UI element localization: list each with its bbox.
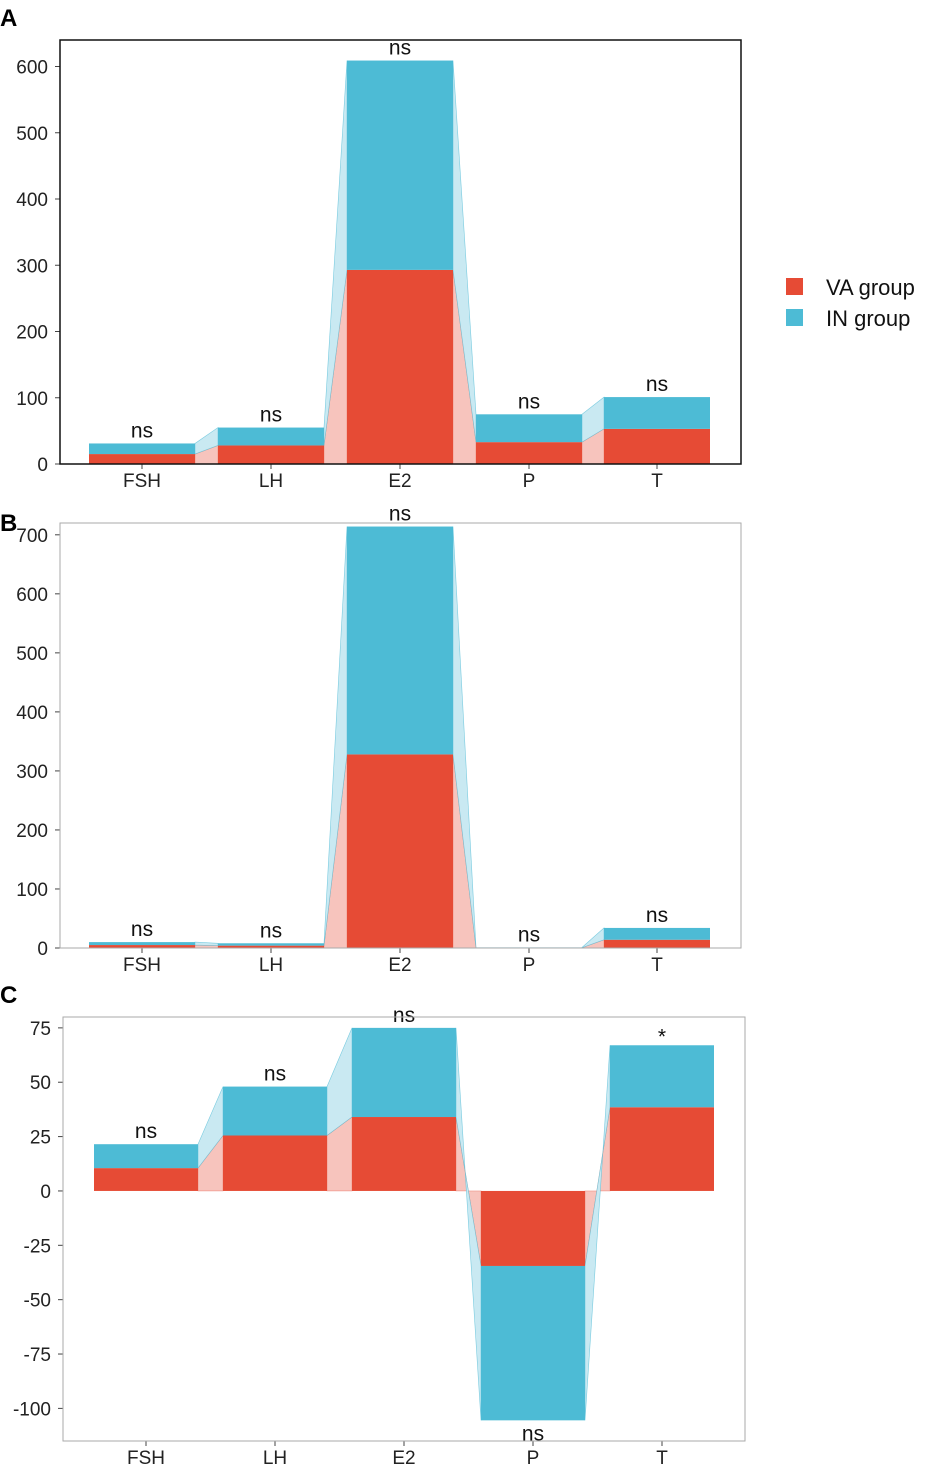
x-tick-label: E2 <box>388 471 411 492</box>
panel-b: Bns FSH ns LH ns E2 ns Pns T 0 100 200 300 400 500 600 7… <box>0 503 742 976</box>
y-tick-label: 50 <box>30 1073 51 1094</box>
y-tick-label: -75 <box>24 1345 51 1366</box>
plot-frame <box>62 1016 746 1442</box>
y-tick-label: -50 <box>24 1291 51 1312</box>
y-tick-label: 600 <box>16 58 48 79</box>
y-tick-label: 400 <box>16 703 48 724</box>
bar-in-p <box>481 1265 585 1421</box>
y-tick-label: 75 <box>30 1019 51 1040</box>
bar-va-fsh <box>89 454 195 464</box>
legend: VA group IN group <box>786 275 915 331</box>
bar-in-e2 <box>347 60 453 270</box>
significance-label: ns <box>393 1004 415 1027</box>
y-tick-label: 100 <box>16 389 48 410</box>
y-tick-label: 300 <box>16 256 48 277</box>
bar-va-lh <box>218 445 324 464</box>
panel-letter: A <box>0 5 17 32</box>
significance-label: ns <box>131 918 153 941</box>
bar-in-e2 <box>347 526 453 755</box>
bar-in-p <box>476 414 582 443</box>
bar-in-fsh <box>89 942 195 946</box>
x-tick-label: T <box>651 471 663 492</box>
bar-in-t <box>604 927 710 940</box>
bar-in-fsh <box>89 443 195 455</box>
bar-in-t <box>610 1045 714 1108</box>
y-tick-label: 200 <box>16 323 48 344</box>
significance-label: ns <box>260 404 282 427</box>
x-tick-label: P <box>527 1448 540 1464</box>
bar-in-e2 <box>352 1027 456 1118</box>
y-tick-label: 100 <box>16 880 48 901</box>
legend-swatch-va <box>786 278 803 295</box>
in-link <box>326 1027 353 1137</box>
significance-label: ns <box>260 919 282 942</box>
bar-in-fsh <box>94 1144 198 1169</box>
significance-label: ns <box>522 1422 544 1445</box>
x-tick-label: T <box>651 955 663 976</box>
legend-label-in: IN group <box>826 306 910 331</box>
significance-label: ns <box>518 923 540 946</box>
significance-label: * <box>658 1025 666 1048</box>
bar-va-fsh <box>94 1168 198 1191</box>
bar-in-lh <box>223 1086 327 1136</box>
panel-letter: B <box>0 510 17 537</box>
plot-frame <box>59 522 742 949</box>
bar-va-e2 <box>347 269 453 464</box>
x-tick-label: LH <box>259 955 283 976</box>
panel-letter: C <box>0 982 17 1009</box>
y-tick-label: 500 <box>16 124 48 145</box>
bar-va-e2 <box>352 1117 456 1191</box>
significance-label: ns <box>389 37 411 60</box>
bar-va-fsh <box>89 945 195 948</box>
x-tick-label: FSH <box>127 1448 165 1464</box>
bar-va-p <box>476 442 582 464</box>
y-tick-label: 200 <box>16 821 48 842</box>
x-tick-label: T <box>656 1448 668 1464</box>
significance-label: ns <box>646 904 668 927</box>
x-tick-label: P <box>523 955 536 976</box>
x-tick-label: LH <box>259 471 283 492</box>
y-tick-label: 25 <box>30 1128 51 1149</box>
legend-label-va: VA group <box>826 275 915 300</box>
y-tick-label: 0 <box>37 455 48 476</box>
y-tick-label: 300 <box>16 762 48 783</box>
y-tick-label: 0 <box>40 1182 51 1203</box>
plot-frame <box>59 39 742 465</box>
x-tick-label: E2 <box>392 1448 415 1464</box>
bar-va-lh <box>218 945 324 948</box>
bar-in-lh <box>218 943 324 946</box>
bar-va-lh <box>223 1135 327 1191</box>
significance-label: ns <box>135 1120 157 1143</box>
significance-label: ns <box>131 419 153 442</box>
y-tick-label: 400 <box>16 190 48 211</box>
y-tick-label: 500 <box>16 644 48 665</box>
x-tick-label: LH <box>263 1448 287 1464</box>
y-tick-label: 0 <box>37 939 48 960</box>
y-tick-label: 700 <box>16 526 48 547</box>
significance-label: ns <box>518 390 540 413</box>
bar-va-t <box>610 1107 714 1191</box>
x-tick-label: FSH <box>123 955 161 976</box>
significance-label: ns <box>389 503 411 526</box>
y-tick-label: 600 <box>16 585 48 606</box>
significance-label: ns <box>264 1063 286 1086</box>
in-link <box>194 941 219 946</box>
bar-va-t <box>604 939 710 948</box>
x-tick-label: FSH <box>123 471 161 492</box>
panel-a: Ans FSH ns LH ns E2 ns Pns T 0 100 200 300 400 500 600 <box>0 5 742 492</box>
bar-in-lh <box>218 427 324 446</box>
x-tick-label: E2 <box>388 955 411 976</box>
y-tick-label: -100 <box>13 1399 51 1420</box>
y-tick-label: -25 <box>24 1236 51 1257</box>
legend-swatch-in <box>786 309 803 326</box>
significance-label: ns <box>646 373 668 396</box>
panel-c: Cns FSH ns LH ns E2 ns P * T 75 50 25 0 -25 -50 -75 -100 <box>0 982 746 1464</box>
bar-va-e2 <box>347 754 453 948</box>
bar-in-t <box>604 397 710 429</box>
bar-va-t <box>604 428 710 464</box>
x-tick-label: P <box>523 471 536 492</box>
bar-va-p <box>481 1190 585 1266</box>
